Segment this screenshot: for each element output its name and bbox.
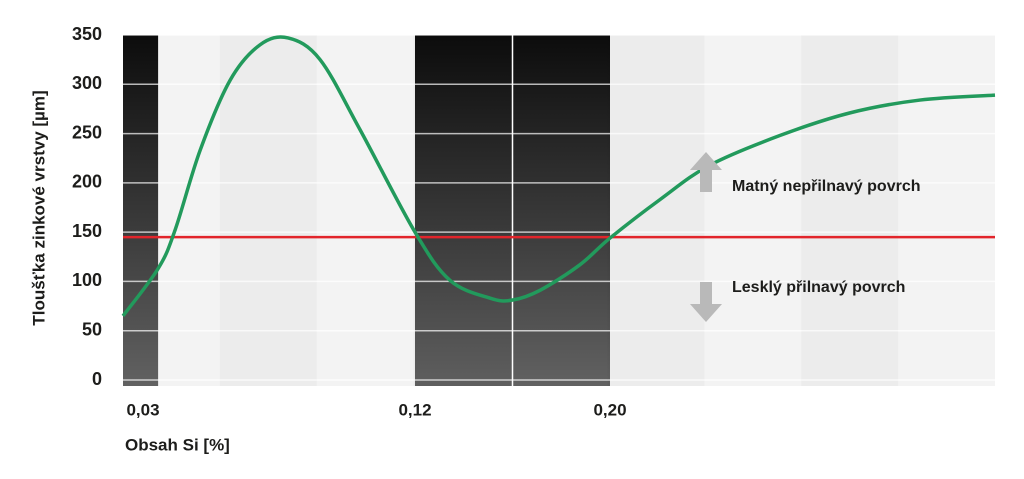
y-tick-label: 200	[72, 172, 102, 192]
y-tick-label: 250	[72, 122, 102, 142]
stripe	[607, 35, 705, 386]
y-axis-label: Tloušťka zinkové vrstvy [µm]	[29, 90, 48, 325]
stripe	[219, 35, 317, 386]
arrow-up	[690, 152, 722, 192]
y-tick-label: 100	[72, 270, 102, 290]
arrow-down	[690, 282, 722, 322]
band	[512, 35, 610, 386]
curve	[121, 35, 996, 317]
y-tick-label: 350	[72, 24, 102, 44]
y-tick-label: 0	[92, 369, 102, 389]
x-tick-label: 0,03	[126, 400, 159, 419]
x-axis-label: Obsah Si [%]	[125, 435, 230, 454]
x-tick-label: 0,12	[398, 400, 431, 419]
band	[415, 35, 513, 386]
stripe	[801, 35, 899, 386]
y-tick-label: 300	[72, 73, 102, 93]
y-tick-label: 150	[72, 221, 102, 241]
y-tick-label: 50	[82, 319, 102, 339]
band	[123, 35, 159, 386]
x-tick-label: 0,20	[593, 400, 626, 419]
annotation: Lesklý přilnavý povrch	[732, 279, 905, 296]
annotation: Matný nepřilnavý povrch	[732, 178, 921, 195]
